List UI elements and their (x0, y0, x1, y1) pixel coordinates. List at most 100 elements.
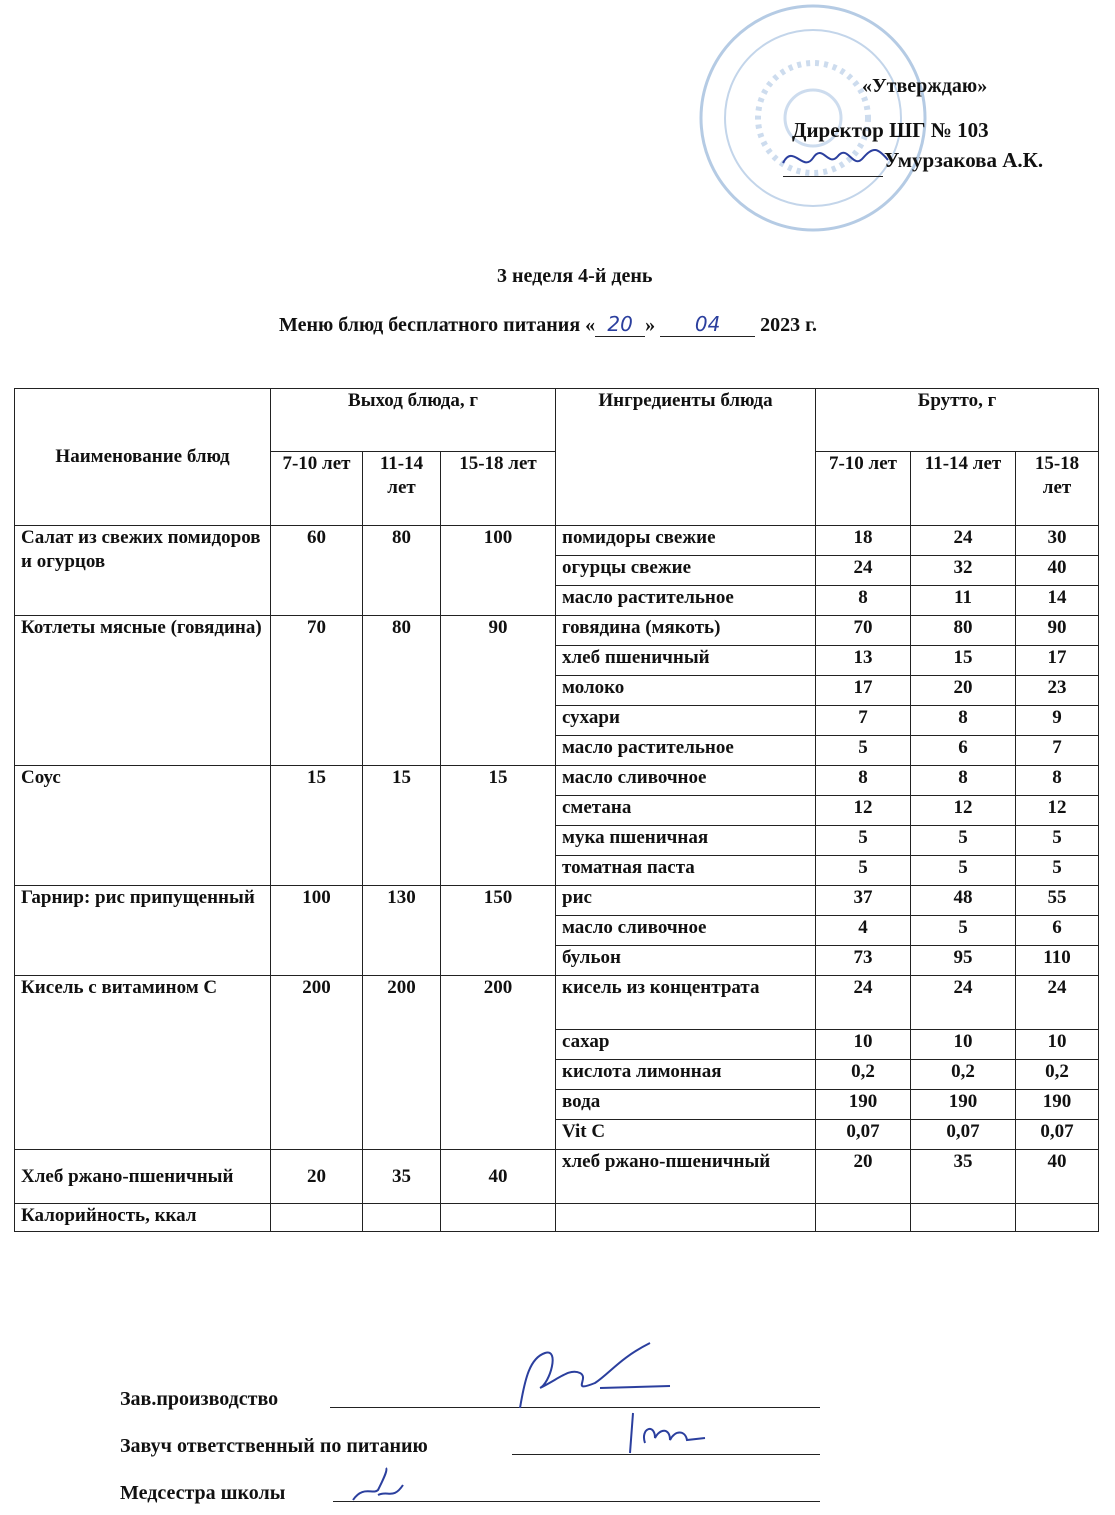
calories-value (555, 1203, 816, 1232)
table-row: бульон 73 95 110 (15, 945, 1100, 976)
ingredient-name: хлеб пшеничный (555, 645, 816, 676)
header-ingredients: Ингредиенты блюда (555, 388, 816, 526)
ingredient-gross: 5 (910, 915, 1016, 946)
ingredient-name: масло сливочное (555, 915, 816, 946)
ingredient-name: мука пшеничная (555, 825, 816, 856)
dish-yield: 35 (362, 1149, 441, 1204)
ingredient-gross: 8 (910, 705, 1016, 736)
ingredient-gross: 5 (815, 855, 911, 886)
ingredient-name: сухари (555, 705, 816, 736)
ingredient-gross: 9 (1014, 705, 1100, 736)
ingredient-name: масло сливочное (555, 765, 816, 796)
dish-yield: 100 (270, 885, 363, 976)
header-gross-age: 15-18 лет (1014, 451, 1100, 526)
ingredient-gross: 4 (815, 915, 911, 946)
ingredient-gross: 0,2 (815, 1059, 911, 1090)
ingredient-gross: 24 (815, 975, 911, 1030)
ingredient-gross: 10 (815, 1029, 911, 1060)
table-row: молоко 17 20 23 (15, 675, 1100, 706)
ingredient-gross: 15 (910, 645, 1016, 676)
ingredient-gross: 6 (910, 735, 1016, 766)
header-dish-name: Наименование блюд (14, 388, 271, 526)
ingredient-gross: 12 (910, 795, 1016, 826)
ingredient-name: Vit C (555, 1119, 816, 1150)
dish-name: Соус (14, 765, 271, 886)
calories-value (910, 1203, 1016, 1232)
header-yield-age: 7-10 лет (270, 451, 363, 526)
table-row: Котлеты мясные (говядина) 70 80 90 говядина … (14, 615, 1100, 766)
ingredient-gross: 37 (815, 885, 911, 916)
ingredient-name: сметана (555, 795, 816, 826)
ingredient-name: кислота лимонная (555, 1059, 816, 1090)
table-row: Кисель с витамином С 200 200 200 кисель из к… (14, 975, 1100, 1150)
ingredient-gross: 24 (910, 975, 1016, 1030)
dish-name: Котлеты мясные (говядина) (14, 615, 271, 766)
table-row: Соус 15 15 15 масло сливочное 8 8 8 (14, 765, 1100, 886)
dish-yield: 40 (440, 1149, 556, 1204)
ingredient-gross: 40 (1014, 1149, 1100, 1204)
dish-yield: 80 (362, 615, 441, 766)
ingredient-name: огурцы свежие (555, 555, 816, 586)
header-gross-age: 7-10 лет (815, 451, 911, 526)
menu-title-sep: » (645, 314, 656, 336)
ingredient-gross: 10 (1014, 1029, 1100, 1060)
menu-title: Меню блюд бесплатного питания «20» 04 20… (279, 312, 817, 337)
official-stamp (699, 4, 927, 232)
dish-yield: 15 (270, 765, 363, 886)
ingredient-gross: 8 (910, 765, 1016, 796)
dish-yield: 200 (270, 975, 363, 1150)
ingredient-gross: 8 (1014, 765, 1100, 796)
dish-name: Гарнир: рис припущенный (14, 885, 271, 976)
ingredient-gross: 5 (815, 735, 911, 766)
ingredient-gross: 30 (1014, 525, 1100, 556)
ingredient-name: вода (555, 1089, 816, 1120)
ingredient-gross: 190 (910, 1089, 1016, 1120)
ingredient-gross: 32 (910, 555, 1016, 586)
ingredient-gross: 0,07 (1014, 1119, 1100, 1150)
ingredient-gross: 5 (910, 855, 1016, 886)
dish-yield: 60 (270, 525, 363, 616)
signature-line-deputy (512, 1454, 820, 1455)
header-gross: Брутто, г (814, 388, 1100, 452)
ingredient-gross: 6 (1014, 915, 1100, 946)
calories-label: Калорийность, ккал (14, 1203, 271, 1232)
ingredient-gross: 5 (815, 825, 911, 856)
table-row: Хлеб ржано-пшеничный 20 35 40 хлеб ржано-пше… (14, 1149, 1100, 1204)
ingredient-gross: 14 (1014, 585, 1100, 616)
ingredient-gross: 17 (815, 675, 911, 706)
ingredient-gross: 5 (1014, 825, 1100, 856)
director-signature-line (783, 176, 883, 177)
director-position: Директор ШГ № 103 (792, 118, 989, 142)
ingredient-name: говядина (мякоть) (555, 615, 816, 646)
ingredient-gross: 7 (1014, 735, 1100, 766)
ingredient-gross: 8 (815, 765, 911, 796)
signature-label-nurse: Медсестра школы (120, 1482, 286, 1504)
ingredient-gross: 0,07 (815, 1119, 911, 1150)
ingredient-gross: 35 (910, 1149, 1016, 1204)
nurse-signature (352, 1467, 404, 1501)
dish-yield: 70 (270, 615, 363, 766)
calories-value (440, 1203, 556, 1232)
dish-yield: 150 (440, 885, 556, 976)
calories-value (815, 1203, 911, 1232)
ingredient-gross: 17 (1014, 645, 1100, 676)
ingredient-gross: 20 (815, 1149, 911, 1204)
signature-line-production (330, 1407, 820, 1408)
table-row: хлеб пшеничный 13 15 17 (15, 645, 1100, 676)
calories-value (362, 1203, 441, 1232)
signature-label-production: Зав.производство (120, 1388, 279, 1410)
ingredient-gross: 190 (815, 1089, 911, 1120)
table-row: сахар 10 10 10 (15, 1029, 1100, 1060)
director-signature (782, 149, 889, 164)
header-yield-age: 15-18 лет (440, 451, 556, 526)
ingredient-name: хлеб ржано-пшеничный (555, 1149, 816, 1204)
dish-name: Хлеб ржано-пшеничный (14, 1149, 271, 1204)
ingredient-gross: 0,2 (1014, 1059, 1100, 1090)
ingredient-name: масло растительное (555, 735, 816, 766)
calories-value (1014, 1203, 1100, 1232)
ingredient-gross: 95 (910, 945, 1016, 976)
director-name: Умурзакова А.К. (884, 148, 1044, 172)
dish-yield: 80 (362, 525, 441, 616)
dish-yield: 15 (440, 765, 556, 886)
ingredient-gross: 20 (910, 675, 1016, 706)
